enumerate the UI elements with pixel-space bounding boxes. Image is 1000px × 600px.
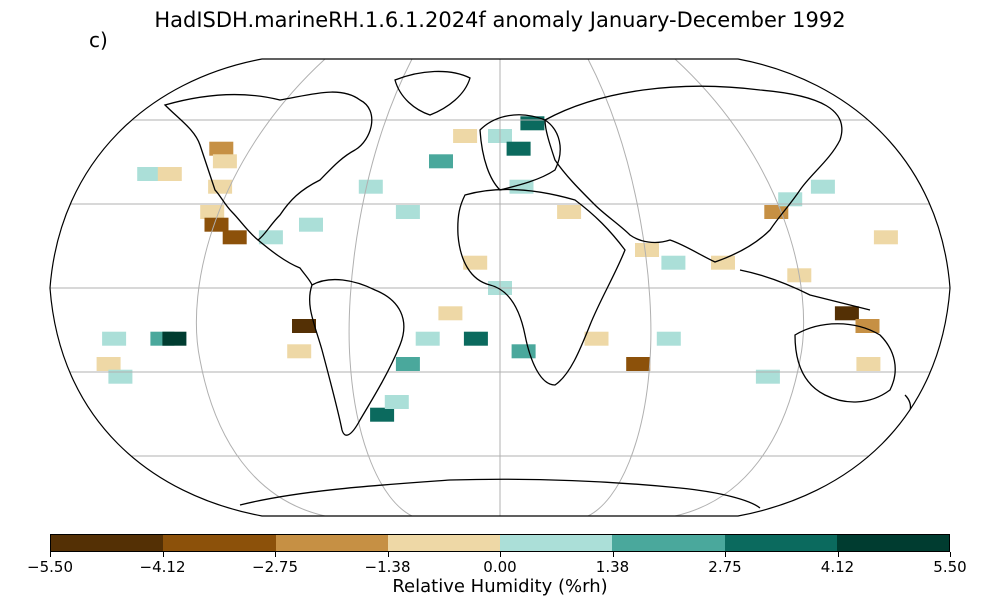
colorbar-tick-mark (50, 552, 51, 557)
colorbar (50, 534, 950, 552)
colorbar-tick-label: 4.12 (820, 558, 855, 576)
anomaly-cell (208, 179, 233, 194)
anomaly-cell (299, 217, 323, 232)
graticule (50, 59, 950, 516)
anomaly-cell (755, 369, 780, 384)
colorbar-tick-label: 5.50 (933, 558, 967, 576)
anomaly-cell (395, 357, 420, 371)
anomaly-cell (764, 205, 789, 219)
anomaly-cell (222, 230, 247, 245)
anomaly-cell (108, 369, 133, 384)
anomaly-cell (834, 306, 859, 321)
colorbar-tick-label: −1.38 (364, 558, 411, 576)
meridian-60w (348, 59, 413, 516)
coast-antarctica (239, 478, 761, 509)
colorbar-tick-mark (387, 552, 389, 557)
robinson-map (49, 58, 951, 517)
anomaly-cell (855, 319, 880, 333)
colorbar-segment (500, 535, 613, 551)
anomaly-cell (438, 306, 463, 321)
anomaly-cell (661, 255, 686, 270)
anomaly-cell (463, 331, 488, 346)
anomaly-cell (287, 344, 312, 359)
colorbar-tick-mark (500, 552, 501, 557)
colorbar-tick-label: 2.75 (708, 558, 742, 576)
anomaly-cell (137, 167, 162, 181)
colorbar-segment (724, 535, 837, 551)
anomaly-cell (96, 357, 121, 371)
anomaly-cell (258, 230, 283, 245)
anomaly-cell (711, 255, 735, 270)
coast-south-america (308, 278, 405, 436)
coast-europe (479, 114, 561, 191)
anomaly-cell (429, 154, 453, 169)
coast-greenland (394, 70, 471, 116)
meridian-120e (674, 59, 805, 516)
anomaly-cells (96, 116, 898, 422)
colorbar-label: Relative Humidity (%rh) (392, 576, 608, 597)
panel-label: c) (89, 28, 108, 52)
anomaly-cell (873, 230, 898, 245)
colorbar-tick-mark (162, 552, 164, 557)
anomaly-cell (635, 243, 659, 257)
coast-africa (457, 188, 626, 386)
anomaly-cell (511, 344, 536, 359)
anomaly-cell (656, 331, 681, 346)
colorbar-tick-mark (275, 552, 276, 557)
anomaly-cell (415, 331, 440, 346)
anomaly-cell (557, 205, 582, 219)
anomaly-cell (453, 129, 478, 143)
colorbar-tick-mark (837, 552, 839, 557)
anomaly-cell (162, 331, 187, 346)
anomaly-cell (856, 357, 881, 371)
coast-australia (794, 323, 896, 403)
colorbar-segment (275, 535, 388, 551)
anomaly-cell (506, 141, 531, 156)
colorbar-tick-label: 0.00 (483, 558, 517, 576)
anomaly-cell (200, 205, 225, 219)
colorbar-segment (163, 535, 276, 551)
anomaly-cell (370, 407, 395, 422)
coast-new-zealand (899, 394, 912, 426)
colorbar-segment (836, 535, 949, 551)
coast-north-america (163, 91, 373, 241)
anomaly-cell (463, 255, 488, 270)
anomaly-cell (584, 331, 609, 346)
colorbar-segment (612, 535, 725, 551)
anomaly-cell (358, 179, 383, 194)
coastlines (163, 70, 912, 509)
anomaly-cell (292, 319, 316, 333)
colorbar-tick-label: 1.38 (595, 558, 630, 576)
meridian-120w (195, 59, 326, 516)
coast-asia (544, 85, 843, 263)
map-boundary (49, 58, 951, 517)
colorbar-segment (51, 535, 164, 551)
colorbar-tick-mark (950, 552, 951, 557)
coast-central-america (257, 239, 313, 286)
colorbar-tick-mark (725, 552, 726, 557)
anomaly-cell (204, 217, 229, 232)
anomaly-cell (102, 331, 127, 346)
colorbar-segment (387, 535, 500, 551)
anomaly-cell (209, 141, 234, 156)
anomaly-cell (212, 154, 237, 169)
anomaly-cell (626, 357, 651, 371)
coast-southeast-asia (739, 269, 871, 311)
colorbar-tick-label: −2.75 (252, 558, 298, 576)
map-title: HadISDH.marineRH.1.6.1.2024f anomaly Jan… (154, 8, 846, 32)
colorbar-tick-label: −5.50 (27, 558, 73, 576)
anomaly-cell (384, 395, 409, 409)
colorbar-tick-label: −4.12 (139, 558, 186, 576)
anomaly-cell (157, 167, 182, 181)
colorbar-tick-mark (612, 552, 614, 557)
anomaly-cell (395, 205, 420, 219)
anomaly-cell (810, 179, 835, 194)
